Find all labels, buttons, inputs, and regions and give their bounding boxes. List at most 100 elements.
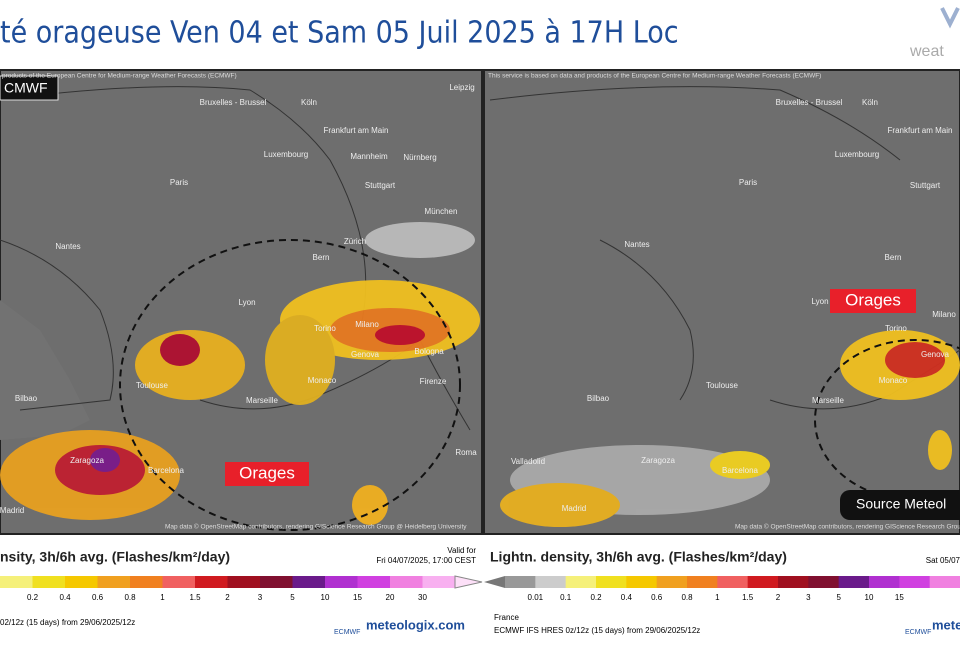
city-label: Bruxelles - Brussel — [776, 98, 843, 107]
colorbar-segment — [357, 576, 391, 588]
colorbar-tick: 2 — [776, 593, 781, 602]
city-label: Milano — [932, 310, 956, 319]
colorbar-segment — [32, 576, 66, 588]
valid: Valid for — [447, 546, 476, 555]
legend-title: Lightn. density, 3h/6h avg. (Flashes/km²… — [490, 549, 787, 565]
region: France — [494, 613, 519, 622]
city-label: Nantes — [55, 242, 80, 251]
city-label: Toulouse — [136, 381, 169, 390]
date: Sat 05/07 — [926, 556, 960, 565]
colorbar-tick: 0.01 — [528, 593, 544, 602]
colorbar-tick: 5 — [290, 593, 295, 602]
annotation: Orages — [239, 463, 295, 482]
legend-title: nsity, 3h/6h avg. (Flashes/km²/day) — [0, 549, 230, 565]
city-label: Frankfurt am Main — [324, 126, 389, 135]
colorbar-segment — [899, 576, 931, 588]
city-label: Bern — [313, 253, 330, 262]
colorbar-tick: 30 — [418, 593, 427, 602]
colorbar-segment — [97, 576, 131, 588]
credit: Map data © OpenStreetMap contributors, r… — [735, 523, 960, 531]
city-label: Lyon — [238, 298, 255, 307]
colorbar-tick: 10 — [865, 593, 874, 602]
city-label: Nürnberg — [403, 153, 436, 162]
credit: products of the European Centre for Medi… — [2, 73, 237, 80]
city-label: Roma — [455, 448, 477, 457]
right-map: This service is based on data and produc… — [483, 69, 960, 535]
colorbar-tick: 3 — [258, 593, 263, 602]
city-label: Monaco — [879, 376, 908, 385]
annotation: Orages — [845, 290, 901, 309]
colorbar-tick: 20 — [386, 593, 395, 602]
colorbar-tick: 10 — [321, 593, 330, 602]
colorbar-arrow — [454, 575, 483, 589]
title: té orageuse Ven 04 et Sam 05 Juil 2025 à… — [0, 16, 679, 51]
colorbar-segment — [565, 576, 597, 588]
logo-mark — [940, 7, 960, 29]
city-label: Luxembourg — [264, 150, 308, 159]
brand: ECMWF — [334, 629, 360, 636]
colorbar-segment — [717, 576, 749, 588]
colorbar-segment — [505, 576, 536, 588]
colorbar-segment — [260, 576, 293, 588]
brand: ECMWF — [905, 629, 931, 636]
city-label: Valladolid — [511, 457, 545, 466]
city-label: Zaragoza — [70, 456, 104, 465]
city-label: Frankfurt am Main — [888, 126, 953, 135]
left-map: CMWF products of the European Centre for… — [0, 69, 483, 535]
city-label: Madrid — [0, 506, 24, 515]
city-label: Marseille — [812, 396, 845, 405]
colorbar-segment — [869, 576, 900, 588]
colorbar-tick: 0.2 — [590, 593, 602, 602]
city-label: Bern — [885, 253, 902, 262]
colorbar-tick: 0.4 — [621, 593, 633, 602]
colorbar-tick: 15 — [353, 593, 362, 602]
city-label: Bologna — [414, 347, 444, 356]
city-label: Bilbao — [587, 394, 610, 403]
colorbar-tick: 0.1 — [560, 593, 572, 602]
city-label: Luxembourg — [835, 150, 879, 159]
colorbar-segment — [626, 576, 658, 588]
city-label: Torino — [314, 324, 336, 333]
city-label: Madrid — [562, 504, 586, 513]
footer: ECMWF IFS HRES 0z/12z (15 days) from 29/… — [494, 626, 700, 635]
colorbar-segment — [596, 576, 627, 588]
city-label: Mannheim — [350, 152, 388, 161]
colorbar-tick: 0.6 — [651, 593, 663, 602]
city-label: Köln — [862, 98, 878, 107]
source: Source Meteol — [856, 496, 946, 512]
colorbar-tick: 1.5 — [189, 593, 201, 602]
colorbar-segment — [838, 576, 870, 588]
brand: meteologix.com — [366, 617, 465, 632]
city-label: Torino — [885, 324, 907, 333]
colorbar-segment — [656, 576, 688, 588]
colorbar-segment — [422, 576, 456, 588]
city-label: Toulouse — [706, 381, 739, 390]
city-label: Paris — [170, 178, 188, 187]
city-label: München — [425, 207, 458, 216]
colorbar-tick: 0.6 — [92, 593, 104, 602]
colorbar-tick: 0.8 — [124, 593, 136, 602]
city-label: Zürich — [344, 237, 366, 246]
colorbar-segment — [808, 576, 840, 588]
city-label: Barcelona — [148, 466, 185, 475]
colorbar-segment — [162, 576, 196, 588]
colorbar-tick: 1 — [715, 593, 720, 602]
city-label: Lyon — [811, 297, 828, 306]
colorbar-segment — [929, 576, 960, 588]
colorbar-segment — [227, 576, 261, 588]
colorbar-arrow — [484, 576, 505, 588]
colorbar-segment — [65, 576, 98, 588]
brand: meteologix.com — [932, 617, 960, 632]
city-label: Milano — [355, 320, 379, 329]
colorbar-segment — [687, 576, 718, 588]
colorbar-tick: 0.8 — [681, 593, 693, 602]
city-label: Marseille — [246, 396, 279, 405]
city-label: Stuttgart — [365, 181, 396, 190]
colorbar-segment — [130, 576, 163, 588]
colorbar-tick: 2 — [225, 593, 230, 602]
colorbar-segment — [292, 576, 326, 588]
city-label: Leipzig — [449, 83, 474, 92]
city-label: Genova — [921, 350, 950, 359]
city-label: Paris — [739, 178, 757, 187]
